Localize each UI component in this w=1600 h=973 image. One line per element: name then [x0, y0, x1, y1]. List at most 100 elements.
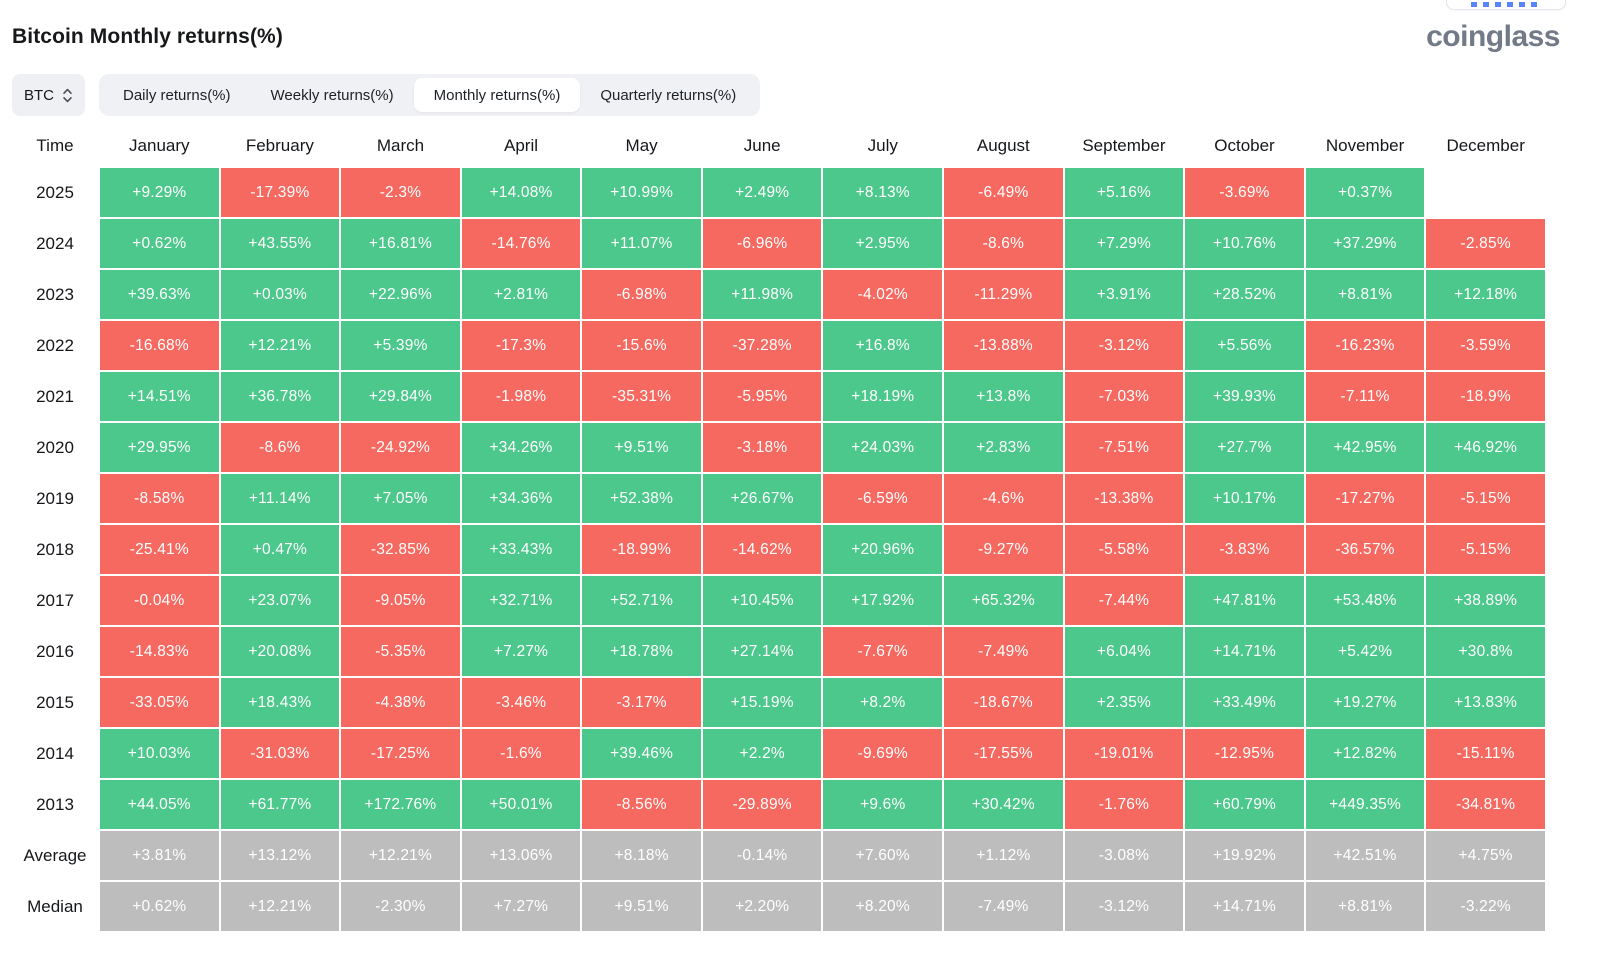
- return-cell: -14.83%: [100, 627, 219, 676]
- return-cell: +8.20%: [823, 882, 943, 931]
- return-cell: -13.88%: [944, 321, 1063, 370]
- return-cell: +46.92%: [1426, 423, 1545, 472]
- table-row: 2021 +14.51% +36.78% +29.84% -1.98% -35.31% -5…: [12, 372, 1545, 421]
- table-row: 2024 +0.62% +43.55% +16.81% -14.76% +11.07% -6…: [12, 219, 1545, 268]
- return-cell: +36.78%: [220, 372, 340, 421]
- return-cell: +3.81%: [100, 831, 219, 880]
- tab-quarterly-returns[interactable]: Quarterly returns(%): [600, 86, 737, 104]
- return-cell: +7.27%: [461, 882, 581, 931]
- partial-top-right-button[interactable]: [1446, 0, 1566, 10]
- return-cell: +12.82%: [1305, 729, 1425, 778]
- return-cell: +34.36%: [461, 474, 581, 523]
- return-cell: -0.04%: [100, 576, 219, 625]
- return-cell: -5.58%: [1064, 525, 1184, 574]
- return-cell: -7.11%: [1305, 372, 1425, 421]
- return-cell: +20.96%: [823, 525, 943, 574]
- tab-monthly-returns[interactable]: Monthly returns(%): [413, 78, 581, 112]
- return-cell: -3.69%: [1185, 168, 1304, 217]
- return-cell: +42.51%: [1305, 831, 1425, 880]
- tab-weekly-returns[interactable]: Weekly returns(%): [270, 86, 394, 104]
- return-cell: -0.14%: [702, 831, 822, 880]
- return-cell: -3.18%: [702, 423, 822, 472]
- return-cell: +9.29%: [100, 168, 219, 217]
- return-cell: -8.6%: [944, 219, 1063, 268]
- return-cell: +8.18%: [582, 831, 701, 880]
- table-row: 2018 -25.41% +0.47% -32.85% +33.43% -18.99% -1…: [12, 525, 1545, 574]
- symbol-selector[interactable]: BTC: [12, 74, 85, 116]
- return-cell: -1.6%: [461, 729, 581, 778]
- return-cell: +17.92%: [823, 576, 943, 625]
- row-label: 2016: [36, 641, 74, 661]
- row-label: 2024: [36, 233, 74, 253]
- return-cell: +8.81%: [1305, 270, 1425, 319]
- return-cell: +18.43%: [220, 678, 340, 727]
- return-cell: +19.92%: [1185, 831, 1304, 880]
- row-label: 2013: [36, 794, 74, 814]
- return-cell: +5.56%: [1185, 321, 1304, 370]
- return-cell: -29.89%: [702, 780, 822, 829]
- return-cell: +3.91%: [1064, 270, 1184, 319]
- return-cell: +19.27%: [1305, 678, 1425, 727]
- row-label: Median: [27, 896, 83, 916]
- return-cell: +8.81%: [1305, 882, 1425, 931]
- return-cell: -18.9%: [1426, 372, 1545, 421]
- return-cell: -32.85%: [341, 525, 460, 574]
- return-cell: +27.7%: [1185, 423, 1304, 472]
- return-cell: -8.6%: [220, 423, 340, 472]
- month-column-header: May: [625, 136, 658, 155]
- table-row: 2022 -16.68% +12.21% +5.39% -17.3% -15.6% -37.…: [12, 321, 1545, 370]
- return-cell: +39.93%: [1185, 372, 1304, 421]
- row-label: 2019: [36, 488, 74, 508]
- return-cell: +18.19%: [823, 372, 943, 421]
- return-cell: -9.27%: [944, 525, 1063, 574]
- return-cell: +44.05%: [100, 780, 219, 829]
- return-cell: -5.35%: [341, 627, 460, 676]
- returns-table: Time January February March April May June July…: [12, 124, 1545, 931]
- return-cell: +30.8%: [1426, 627, 1545, 676]
- return-cell: -3.59%: [1426, 321, 1545, 370]
- return-cell: -8.58%: [100, 474, 219, 523]
- symbol-selector-value: BTC: [24, 86, 54, 104]
- return-cell: +2.49%: [702, 168, 822, 217]
- return-cell: +8.2%: [823, 678, 943, 727]
- return-cell: -1.76%: [1064, 780, 1184, 829]
- return-cell: -19.01%: [1064, 729, 1184, 778]
- return-cell: +2.83%: [944, 423, 1063, 472]
- return-cell: -17.55%: [944, 729, 1063, 778]
- return-cell: +8.13%: [823, 168, 943, 217]
- return-cell: -4.02%: [823, 270, 943, 319]
- return-cell: -17.39%: [220, 168, 340, 217]
- return-cell: -7.49%: [944, 882, 1063, 931]
- page: Bitcoin Monthly returns(%) coinglass BTC…: [12, 0, 1600, 931]
- return-cell: -17.3%: [461, 321, 581, 370]
- return-cell: +5.42%: [1305, 627, 1425, 676]
- return-cell: -15.11%: [1426, 729, 1545, 778]
- return-cell: -3.08%: [1064, 831, 1184, 880]
- table-row: Average +3.81% +13.12% +12.21% +13.06% +8.18%…: [12, 831, 1545, 880]
- return-cell: +13.12%: [220, 831, 340, 880]
- updown-chevron-icon: [62, 87, 73, 104]
- return-cell: +20.08%: [220, 627, 340, 676]
- tab-daily-returns[interactable]: Daily returns(%): [123, 86, 231, 104]
- return-cell: +16.81%: [341, 219, 460, 268]
- return-cell: +9.51%: [582, 882, 701, 931]
- page-header: Bitcoin Monthly returns(%) coinglass: [12, 0, 1600, 60]
- time-column-header: Time: [36, 136, 74, 155]
- return-cell: +4.75%: [1426, 831, 1545, 880]
- return-cell: +449.35%: [1305, 780, 1425, 829]
- return-cell: +5.16%: [1064, 168, 1184, 217]
- return-cell: +9.6%: [823, 780, 943, 829]
- return-cell: -15.6%: [582, 321, 701, 370]
- return-cell: +42.95%: [1305, 423, 1425, 472]
- return-cell: +12.21%: [341, 831, 460, 880]
- return-cell: -6.96%: [702, 219, 822, 268]
- return-cell: +53.48%: [1305, 576, 1425, 625]
- return-cell: +50.01%: [461, 780, 581, 829]
- return-cell: -31.03%: [220, 729, 340, 778]
- return-cell: -6.59%: [823, 474, 943, 523]
- month-column-header: September: [1082, 136, 1166, 155]
- return-cell: -7.67%: [823, 627, 943, 676]
- return-cell: -35.31%: [582, 372, 701, 421]
- return-cell: +18.78%: [582, 627, 701, 676]
- return-cell: +22.96%: [341, 270, 460, 319]
